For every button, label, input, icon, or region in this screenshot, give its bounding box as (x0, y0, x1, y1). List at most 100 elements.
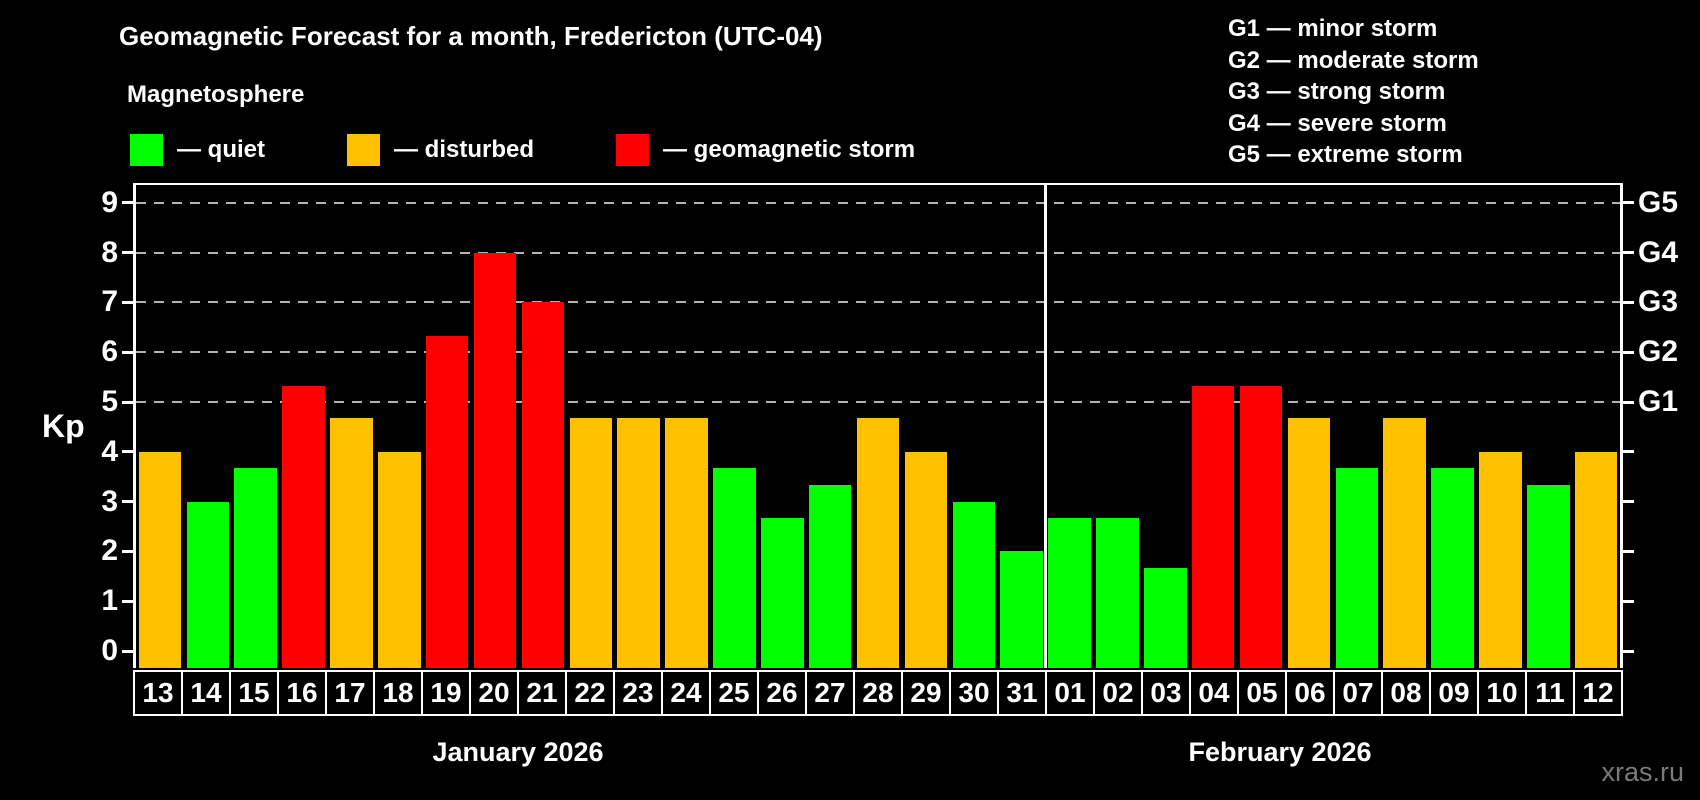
page-title: Geomagnetic Forecast for a month, Freder… (119, 21, 823, 51)
kp-bar-day-22 (569, 418, 613, 668)
legend-label: — quiet (177, 136, 265, 163)
day-label-19: 19 (423, 672, 471, 714)
storm-color-swatch (616, 134, 649, 166)
g1-legend-line: G1 — minor storm (1228, 15, 1438, 42)
y-tick-label-7: 7 (101, 285, 118, 319)
day-label-26: 26 (759, 672, 807, 714)
right-tick-6 (1623, 350, 1634, 354)
y-tick-label-9: 9 (101, 185, 118, 219)
day-label-05: 05 (1239, 672, 1287, 714)
left-tick-2 (122, 549, 133, 553)
day-label-04: 04 (1191, 672, 1239, 714)
bars-row (136, 185, 1620, 668)
y-tick-label-6: 6 (101, 335, 118, 369)
day-label-20: 20 (471, 672, 519, 714)
kp-bar-day-26 (761, 518, 804, 668)
kp-bar-day-08 (1383, 418, 1426, 668)
right-tick-1 (1623, 599, 1634, 603)
gridline-kp9 (136, 201, 1620, 204)
day-label-07: 07 (1335, 672, 1383, 714)
bar-slot-27 (806, 185, 854, 668)
bar-slot-08 (1381, 185, 1429, 668)
kp-bar-day-05 (1239, 385, 1283, 668)
kp-bar-day-02 (1096, 518, 1139, 668)
bar-slot-23 (615, 185, 663, 668)
gridline-kp6 (136, 351, 1620, 354)
bar-slot-06 (1285, 185, 1333, 668)
gridline-kp5 (136, 401, 1620, 403)
bar-slot-25 (711, 185, 759, 668)
bar-slot-07 (1333, 185, 1381, 668)
kp-bar-day-27 (808, 485, 852, 668)
y-tick-label-2: 2 (101, 534, 118, 568)
y-tick-label-1: 1 (101, 584, 118, 618)
right-tick-5 (1623, 400, 1634, 404)
bar-slot-15 (232, 185, 280, 668)
left-tick-0 (122, 649, 133, 653)
day-label-16: 16 (279, 672, 327, 714)
bar-slot-31 (998, 185, 1046, 668)
right-tick-2 (1623, 549, 1634, 553)
bar-slot-11 (1524, 185, 1572, 668)
kp-bar-day-29 (904, 451, 948, 668)
day-label-02: 02 (1095, 672, 1143, 714)
day-label-23: 23 (615, 672, 663, 714)
day-label-10: 10 (1479, 672, 1527, 714)
bar-slot-24 (663, 185, 711, 668)
right-tick-7 (1623, 300, 1634, 304)
bar-slot-01 (1046, 185, 1094, 668)
right-tick-4 (1623, 450, 1634, 454)
bar-slot-22 (567, 185, 615, 668)
bar-slot-20 (471, 185, 519, 668)
g-level-label-g5: G5 (1638, 185, 1679, 219)
gridline-kp7 (136, 301, 1620, 304)
left-tick-8 (122, 251, 133, 255)
bar-slot-29 (902, 185, 950, 668)
g3-legend-line: G3 — strong storm (1228, 78, 1446, 105)
day-label-15: 15 (231, 672, 279, 714)
day-label-09: 09 (1431, 672, 1479, 714)
left-tick-1 (122, 599, 133, 603)
legend-label: — geomagnetic storm (663, 136, 916, 163)
day-label-03: 03 (1143, 672, 1191, 714)
day-label-11: 11 (1527, 672, 1575, 714)
disturbed-color-swatch (347, 134, 380, 166)
left-tick-4 (122, 450, 133, 454)
month-label-february: February 2026 (1188, 737, 1372, 767)
kp-bar-day-20 (473, 252, 517, 668)
left-tick-9 (122, 201, 133, 205)
bar-slot-02 (1094, 185, 1142, 668)
kp-bar-day-25 (713, 468, 756, 668)
left-tick-7 (122, 300, 133, 304)
kp-bar-day-23 (617, 418, 660, 668)
left-tick-6 (122, 350, 133, 354)
kp-bar-day-16 (282, 385, 325, 668)
kp-bar-day-15 (234, 468, 277, 668)
kp-bar-day-19 (425, 335, 469, 668)
bar-slot-03 (1141, 185, 1189, 668)
kp-bar-day-01 (1048, 518, 1091, 668)
kp-bar-day-11 (1527, 485, 1570, 668)
y-tick-label-0: 0 (101, 634, 118, 667)
day-label-17: 17 (327, 672, 375, 714)
plot-area: 0 1 2 3 4 5 G1 6 G2 7 G3 8 G4 9 G5 (101, 183, 1678, 668)
day-label-12: 12 (1582, 677, 1614, 708)
bar-slot-30 (950, 185, 998, 668)
day-label-24: 24 (663, 672, 711, 714)
bar-slot-18 (375, 185, 423, 668)
day-label-13: 13 (135, 672, 183, 714)
right-tick-8 (1623, 251, 1634, 255)
day-label-30: 30 (951, 672, 999, 714)
day-label-06: 06 (1287, 672, 1335, 714)
kp-bar-day-10 (1479, 451, 1522, 668)
left-tick-3 (122, 500, 133, 504)
day-label-27: 27 (807, 672, 855, 714)
day-label-25: 25 (711, 672, 759, 714)
kp-bar-day-09 (1431, 468, 1474, 668)
bar-slot-09 (1429, 185, 1477, 668)
month-separator-line (1044, 185, 1048, 668)
day-label-28: 28 (855, 672, 903, 714)
bar-slot-12 (1572, 185, 1620, 668)
day-label-21: 21 (519, 672, 567, 714)
